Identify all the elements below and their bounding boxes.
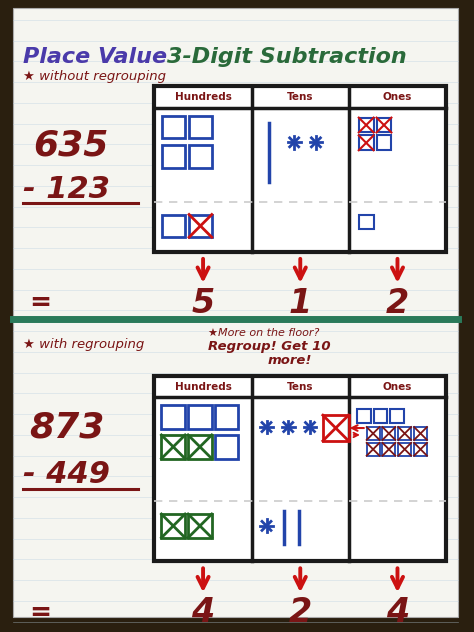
Text: =: = [29,600,51,626]
Bar [163,116,185,138]
Bar [188,405,212,429]
Text: more!: more! [267,354,311,367]
Text: ★ without regrouping: ★ without regrouping [23,70,166,83]
Text: Tens: Tens [287,382,313,391]
Text: Hundreds: Hundreds [174,92,231,102]
Text: 635: 635 [33,128,108,162]
Text: ★More on the floor?: ★More on the floor? [208,328,319,338]
Bar [414,443,427,456]
Text: Ones: Ones [383,382,412,391]
Bar [376,118,392,133]
Bar [383,427,395,440]
Bar [391,410,404,423]
Bar [163,145,185,168]
Text: 3-Digit Subtraction: 3-Digit Subtraction [167,47,407,68]
Text: - 449: - 449 [23,460,110,489]
Bar [323,415,348,441]
Bar [359,214,374,229]
Bar [163,214,185,237]
Bar [188,435,212,459]
Text: Tens: Tens [287,92,313,102]
Text: - 123: - 123 [23,175,110,204]
Bar [383,443,395,456]
Text: 4: 4 [386,597,409,629]
Text: Hundreds: Hundreds [174,382,231,391]
Bar [376,135,392,150]
Bar [155,86,446,252]
Bar [189,145,212,168]
Text: 1: 1 [289,287,312,320]
Bar [161,514,185,538]
Bar [189,214,212,237]
Bar [359,135,374,150]
Text: 2: 2 [289,597,312,629]
Bar [188,514,212,538]
Bar [367,427,380,440]
Bar [215,435,238,459]
Text: 2: 2 [386,287,409,320]
Text: Place Value: Place Value [23,47,175,68]
Text: Ones: Ones [383,92,412,102]
Text: 5: 5 [191,287,215,320]
Bar [359,118,374,133]
Bar [357,410,371,423]
Text: ★ with regrouping: ★ with regrouping [23,337,144,351]
Bar [189,116,212,138]
Bar [161,405,185,429]
Text: Regroup! Get 10: Regroup! Get 10 [208,340,330,353]
Bar [161,435,185,459]
Bar [398,427,411,440]
Bar [374,410,387,423]
Bar [367,443,380,456]
Bar [155,375,446,561]
Text: 873: 873 [29,410,104,444]
Bar [414,427,427,440]
Bar [215,405,238,429]
Text: =: = [29,291,51,317]
Text: 4: 4 [191,597,215,629]
Bar [398,443,411,456]
